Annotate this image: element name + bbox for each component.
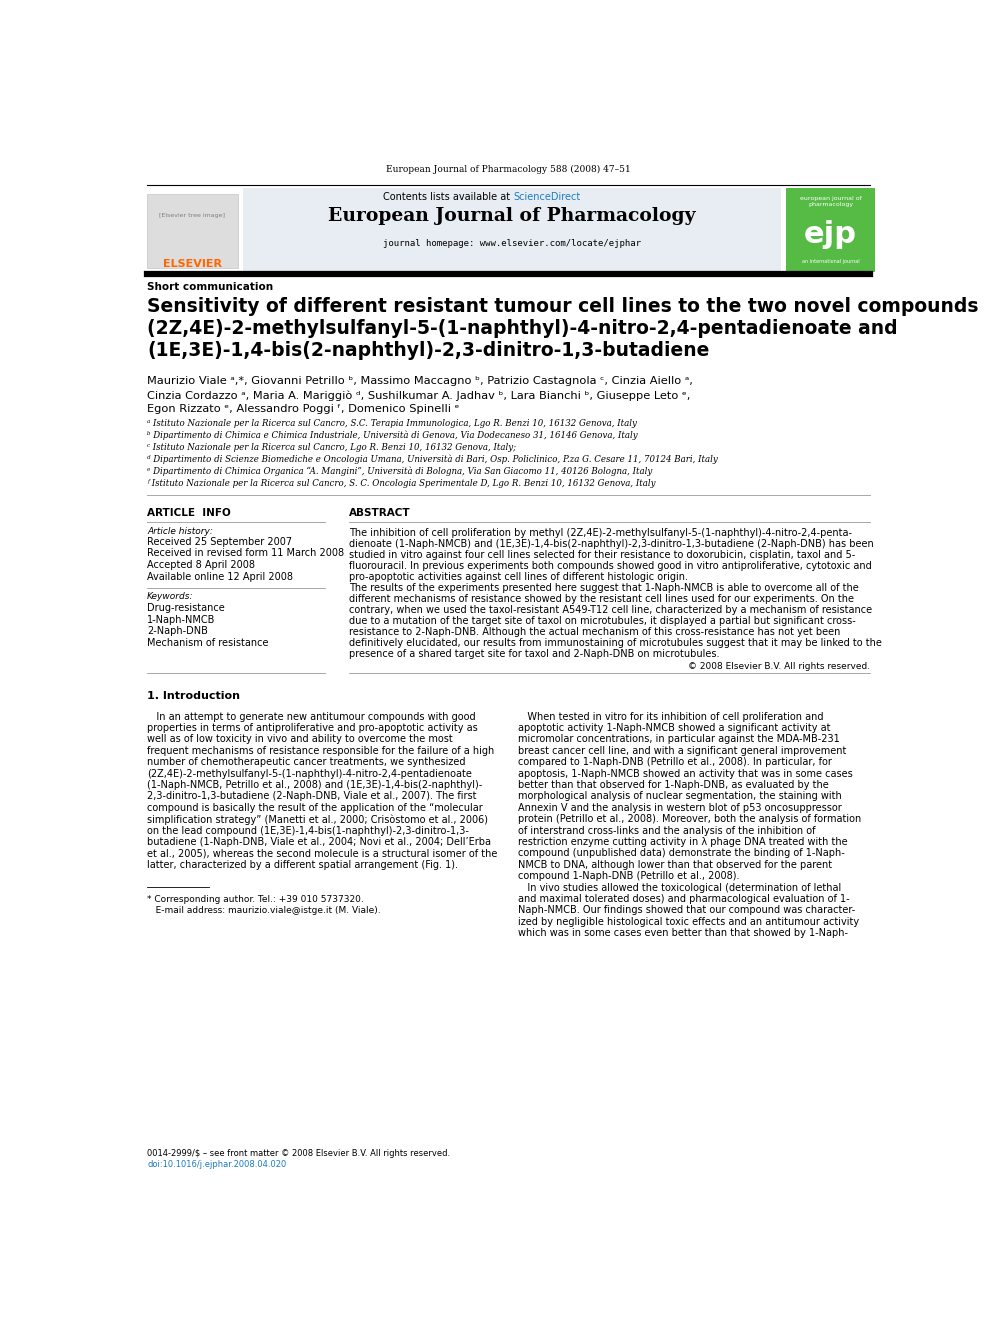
Text: and maximal tolerated doses) and pharmacological evaluation of 1-: and maximal tolerated doses) and pharmac… [519, 894, 850, 904]
Text: which was in some cases even better than that showed by 1-Naph-: which was in some cases even better than… [519, 929, 848, 938]
Text: Maurizio Viale ᵃ,*, Giovanni Petrillo ᵇ, Massimo Maccagno ᵇ, Patrizio Castagnola: Maurizio Viale ᵃ,*, Giovanni Petrillo ᵇ,… [147, 376, 693, 386]
Text: E-mail address: maurizio.viale@istge.it (M. Viale).: E-mail address: maurizio.viale@istge.it … [147, 906, 381, 916]
Text: butadiene (1-Naph-DNB, Viale et al., 2004; Novi et al., 2004; Dell’Erba: butadiene (1-Naph-DNB, Viale et al., 200… [147, 837, 491, 847]
Text: presence of a shared target site for taxol and 2-Naph-DNB on microtubules.: presence of a shared target site for tax… [349, 648, 720, 659]
Text: In an attempt to generate new antitumour compounds with good: In an attempt to generate new antitumour… [147, 712, 476, 721]
Text: ARTICLE  INFO: ARTICLE INFO [147, 508, 231, 519]
Text: Available online 12 April 2008: Available online 12 April 2008 [147, 572, 293, 582]
Text: protein (Petrillo et al., 2008). Moreover, both the analysis of formation: protein (Petrillo et al., 2008). Moreove… [519, 814, 862, 824]
Text: [Elsevier tree image]: [Elsevier tree image] [160, 213, 225, 218]
Text: ᵉ Dipartimento di Chimica Organica “A. Mangini”, Università di Bologna, Via San : ᵉ Dipartimento di Chimica Organica “A. M… [147, 467, 653, 476]
Text: properties in terms of antiproliferative and pro-apoptotic activity as: properties in terms of antiproliferative… [147, 722, 478, 733]
Text: 2-Naph-DNB: 2-Naph-DNB [147, 626, 208, 636]
Text: apoptotic activity 1-Naph-NMCB showed a significant activity at: apoptotic activity 1-Naph-NMCB showed a … [519, 722, 831, 733]
Text: In vivo studies allowed the toxicological (determination of lethal: In vivo studies allowed the toxicologica… [519, 882, 841, 893]
Text: Cinzia Cordazzo ᵃ, Maria A. Mariggiò ᵈ, Sushilkumar A. Jadhav ᵇ, Lara Bianchi ᵇ,: Cinzia Cordazzo ᵃ, Maria A. Mariggiò ᵈ, … [147, 390, 690, 401]
Text: The inhibition of cell proliferation by methyl (2Z,4E)-2-methylsulfanyl-5-(1-nap: The inhibition of cell proliferation by … [349, 528, 852, 537]
Text: fluorouracil. In previous experiments both compounds showed good in vitro antipr: fluorouracil. In previous experiments bo… [349, 561, 872, 570]
Text: Contents lists available at: Contents lists available at [383, 192, 513, 202]
Text: compound 1-Naph-DNB (Petrillo et al., 2008).: compound 1-Naph-DNB (Petrillo et al., 20… [519, 872, 740, 881]
Text: (2Z,4E)-2-methylsulfanyl-5-(1-naphthyl)-4-nitro-2,4-pentadienoate: (2Z,4E)-2-methylsulfanyl-5-(1-naphthyl)-… [147, 769, 472, 778]
FancyBboxPatch shape [786, 188, 875, 271]
Text: ᵇ Dipartimento di Chimica e Chimica Industriale, Università di Genova, Via Dodec: ᵇ Dipartimento di Chimica e Chimica Indu… [147, 430, 638, 441]
Text: Received 25 September 2007: Received 25 September 2007 [147, 537, 293, 546]
Text: Sensitivity of different resistant tumour cell lines to the two novel compounds
: Sensitivity of different resistant tumou… [147, 298, 978, 360]
Text: micromolar concentrations, in particular against the MDA-MB-231: micromolar concentrations, in particular… [519, 734, 840, 745]
Text: Egon Rizzato ᵉ, Alessandro Poggi ᶠ, Domenico Spinelli ᵉ: Egon Rizzato ᵉ, Alessandro Poggi ᶠ, Dome… [147, 405, 459, 414]
Text: Received in revised form 11 March 2008: Received in revised form 11 March 2008 [147, 549, 344, 558]
Text: Keywords:: Keywords: [147, 591, 193, 601]
Text: Annexin V and the analysis in western blot of p53 oncosuppressor: Annexin V and the analysis in western bl… [519, 803, 842, 812]
Text: journal homepage: www.elsevier.com/locate/ejphar: journal homepage: www.elsevier.com/locat… [383, 239, 641, 249]
Text: European Journal of Pharmacology: European Journal of Pharmacology [328, 206, 696, 225]
Text: Naph-NMCB. Our findings showed that our compound was character-: Naph-NMCB. Our findings showed that our … [519, 905, 856, 916]
Text: frequent mechanisms of resistance responsible for the failure of a high: frequent mechanisms of resistance respon… [147, 746, 494, 755]
Text: Accepted 8 April 2008: Accepted 8 April 2008 [147, 560, 255, 570]
Text: When tested in vitro for its inhibition of cell proliferation and: When tested in vitro for its inhibition … [519, 712, 824, 721]
Text: compared to 1-Naph-DNB (Petrillo et al., 2008). In particular, for: compared to 1-Naph-DNB (Petrillo et al.,… [519, 757, 832, 767]
FancyBboxPatch shape [147, 194, 238, 267]
Text: compound is basically the result of the application of the “molecular: compound is basically the result of the … [147, 803, 483, 812]
Text: simplification strategy” (Manetti et al., 2000; Crisòstomo et al., 2006): simplification strategy” (Manetti et al.… [147, 814, 488, 824]
Text: Mechanism of resistance: Mechanism of resistance [147, 638, 269, 648]
Text: ejp: ejp [805, 220, 857, 249]
Text: Article history:: Article history: [147, 527, 213, 536]
Text: European Journal of Pharmacology 588 (2008) 47–51: European Journal of Pharmacology 588 (20… [386, 165, 631, 175]
Text: of interstrand cross-links and the analysis of the inhibition of: of interstrand cross-links and the analy… [519, 826, 815, 836]
Text: due to a mutation of the target site of taxol on microtubules, it displayed a pa: due to a mutation of the target site of … [349, 615, 856, 626]
Text: ScienceDirect: ScienceDirect [513, 192, 580, 202]
Text: ᶠ Istituto Nazionale per la Ricerca sul Cancro, S. C. Oncologia Sperimentale D, : ᶠ Istituto Nazionale per la Ricerca sul … [147, 479, 656, 488]
Text: ELSEVIER: ELSEVIER [163, 258, 222, 269]
Text: different mechanisms of resistance showed by the resistant cell lines used for o: different mechanisms of resistance showe… [349, 594, 854, 603]
Text: ᵈ Dipartimento di Scienze Biomediche e Oncologia Umana, Università di Bari, Osp.: ᵈ Dipartimento di Scienze Biomediche e O… [147, 455, 718, 464]
Text: pro-apoptotic activities against cell lines of different histologic origin.: pro-apoptotic activities against cell li… [349, 572, 688, 582]
Text: ized by negligible histological toxic effects and an antitumour activity: ized by negligible histological toxic ef… [519, 917, 859, 927]
Text: apoptosis, 1-Naph-NMCB showed an activity that was in some cases: apoptosis, 1-Naph-NMCB showed an activit… [519, 769, 853, 778]
Text: Short communication: Short communication [147, 282, 273, 292]
Text: (1-Naph-NMCB, Petrillo et al., 2008) and (1E,3E)-1,4-bis(2-naphthyl)-: (1-Naph-NMCB, Petrillo et al., 2008) and… [147, 781, 482, 790]
Text: number of chemotherapeutic cancer treatments, we synthesized: number of chemotherapeutic cancer treatm… [147, 757, 465, 767]
Text: 1. Introduction: 1. Introduction [147, 691, 240, 701]
FancyBboxPatch shape [243, 188, 782, 271]
Text: ᶜ Istituto Nazionale per la Ricerca sul Cancro, Lgo R. Benzi 10, 16132 Genova, I: ᶜ Istituto Nazionale per la Ricerca sul … [147, 443, 516, 451]
Text: © 2008 Elsevier B.V. All rights reserved.: © 2008 Elsevier B.V. All rights reserved… [687, 662, 870, 671]
Text: * Corresponding author. Tel.: +39 010 5737320.: * Corresponding author. Tel.: +39 010 57… [147, 894, 364, 904]
Text: 0014-2999/$ – see front matter © 2008 Elsevier B.V. All rights reserved.: 0014-2999/$ – see front matter © 2008 El… [147, 1148, 450, 1158]
Text: restriction enzyme cutting activity in λ phage DNA treated with the: restriction enzyme cutting activity in λ… [519, 837, 848, 847]
Text: compound (unpublished data) demonstrate the binding of 1-Naph-: compound (unpublished data) demonstrate … [519, 848, 845, 859]
Text: et al., 2005), whereas the second molecule is a structural isomer of the: et al., 2005), whereas the second molecu… [147, 848, 497, 859]
Text: european journal of
pharmacology: european journal of pharmacology [800, 196, 861, 208]
Text: 1-Naph-NMCB: 1-Naph-NMCB [147, 615, 215, 624]
Text: Drug-resistance: Drug-resistance [147, 603, 225, 613]
Text: well as of low toxicity in vivo and ability to overcome the most: well as of low toxicity in vivo and abil… [147, 734, 452, 745]
Text: ᵃ Istituto Nazionale per la Ricerca sul Cancro, S.C. Terapia Immunologica, Lgo R: ᵃ Istituto Nazionale per la Ricerca sul … [147, 418, 637, 427]
Text: on the lead compound (1E,3E)-1,4-bis(1-naphthyl)-2,3-dinitro-1,3-: on the lead compound (1E,3E)-1,4-bis(1-n… [147, 826, 469, 836]
Text: morphological analysis of nuclear segmentation, the staining with: morphological analysis of nuclear segmen… [519, 791, 842, 802]
Text: dienoate (1-Naph-NMCB) and (1E,3E)-1,4-bis(2-naphthyl)-2,3-dinitro-1,3-butadiene: dienoate (1-Naph-NMCB) and (1E,3E)-1,4-b… [349, 538, 874, 549]
Text: an international journal: an international journal [802, 258, 859, 263]
Text: studied in vitro against four cell lines selected for their resistance to doxoru: studied in vitro against four cell lines… [349, 549, 855, 560]
Text: resistance to 2-Naph-DNB. Although the actual mechanism of this cross-resistance: resistance to 2-Naph-DNB. Although the a… [349, 627, 840, 636]
Text: contrary, when we used the taxol-resistant A549-T12 cell line, characterized by : contrary, when we used the taxol-resista… [349, 605, 872, 615]
Text: latter, characterized by a different spatial arrangement (Fig. 1).: latter, characterized by a different spa… [147, 860, 458, 869]
Text: NMCB to DNA, although lower than that observed for the parent: NMCB to DNA, although lower than that ob… [519, 860, 832, 869]
Text: definitively elucidated, our results from immunostaining of microtubules suggest: definitively elucidated, our results fro… [349, 638, 882, 647]
Text: 2,3-dinitro-1,3-butadiene (2-Naph-DNB, Viale et al., 2007). The first: 2,3-dinitro-1,3-butadiene (2-Naph-DNB, V… [147, 791, 476, 802]
Text: better than that observed for 1-Naph-DNB, as evaluated by the: better than that observed for 1-Naph-DNB… [519, 781, 829, 790]
Text: doi:10.1016/j.ejphar.2008.04.020: doi:10.1016/j.ejphar.2008.04.020 [147, 1160, 287, 1170]
Text: The results of the experiments presented here suggest that 1-Naph-NMCB is able t: The results of the experiments presented… [349, 582, 859, 593]
Text: ABSTRACT: ABSTRACT [349, 508, 411, 519]
Text: breast cancer cell line, and with a significant general improvement: breast cancer cell line, and with a sign… [519, 746, 847, 755]
